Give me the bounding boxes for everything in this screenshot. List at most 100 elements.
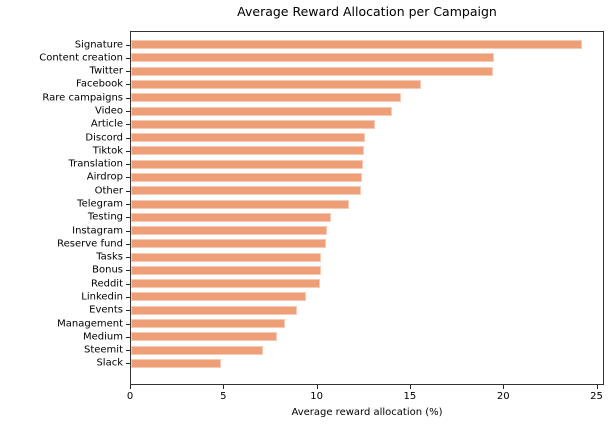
y-tick-mark <box>126 71 130 73</box>
y-tick-label: Testing <box>87 211 123 223</box>
bar <box>131 172 363 182</box>
bar <box>131 292 306 302</box>
y-tick-mark <box>126 57 130 59</box>
y-tick-mark <box>126 177 130 179</box>
bar-row: Tasks <box>96 251 603 264</box>
y-tick-mark <box>126 137 130 139</box>
x-tick-mark <box>130 385 131 389</box>
bar <box>131 159 364 169</box>
bar-row: Other <box>95 184 603 197</box>
y-tick-mark <box>126 111 130 113</box>
bar <box>131 106 393 116</box>
y-tick-label: Bonus <box>92 264 123 276</box>
y-tick-label: Tasks <box>96 251 123 263</box>
bar <box>131 212 331 222</box>
bar <box>131 119 376 129</box>
y-tick-label: Tiktok <box>92 145 123 157</box>
y-tick-label: Instagram <box>72 225 123 237</box>
bar-row: Steemit <box>84 343 603 356</box>
chart-title: Average Reward Allocation per Campaign <box>237 4 497 19</box>
x-tick-label: 10 <box>310 391 323 402</box>
bar <box>131 53 495 63</box>
x-tick-mark <box>596 385 598 389</box>
plot-area: Signature Content creation Twitter Facebook… <box>39 31 604 385</box>
y-tick-label: Facebook <box>76 78 123 90</box>
y-tick-label: Slack <box>96 357 123 369</box>
bar-row: Reddit <box>91 277 603 290</box>
y-tick-mark <box>126 350 130 352</box>
y-tick-mark <box>126 124 130 126</box>
y-tick-label: Reserve fund <box>57 238 123 250</box>
y-tick-label: Signature <box>74 39 123 51</box>
bar-row: Video <box>95 104 603 117</box>
y-tick-mark <box>126 217 130 219</box>
bar <box>131 133 366 143</box>
bar <box>131 93 402 103</box>
bar-row: Translation <box>69 158 603 171</box>
bar <box>131 199 350 209</box>
bar-row: Airdrop <box>87 171 603 184</box>
y-tick-mark <box>126 84 130 86</box>
bar <box>131 146 365 156</box>
y-tick-mark <box>126 270 130 272</box>
y-tick-label: Rare campaigns <box>42 92 123 104</box>
x-tick-label: 0 <box>126 391 134 402</box>
x-tick-label: 20 <box>496 391 510 402</box>
bar <box>131 305 298 315</box>
bar-row: Signature <box>75 38 603 51</box>
bar <box>131 66 494 76</box>
bar-row: Slack <box>96 357 603 370</box>
bar <box>131 239 327 249</box>
bar <box>131 265 321 275</box>
bar-row: Medium <box>83 330 603 343</box>
x-tick-mark <box>223 385 225 389</box>
x-axis-ticks: 0 5 10 15 20 25 <box>126 385 604 405</box>
bar <box>131 186 362 196</box>
y-tick-mark <box>126 283 130 285</box>
bar-row: Testing <box>88 211 603 224</box>
y-tick-label: Telegram <box>77 198 123 210</box>
x-tick-label: 25 <box>590 391 603 402</box>
y-tick-label: Reddit <box>90 278 123 290</box>
y-tick-mark <box>126 363 130 365</box>
bar-row: Events <box>89 304 603 317</box>
bar-row: Management <box>57 317 603 330</box>
y-tick-mark <box>126 97 130 99</box>
y-tick-label: Discord <box>85 132 123 144</box>
bar-row: Article <box>91 118 603 131</box>
y-tick-mark <box>126 190 130 192</box>
bar-row: Content creation <box>39 51 603 64</box>
bar <box>131 332 277 342</box>
x-axis-label: Average reward allocation (%) <box>291 407 443 418</box>
bar-rows: Signature Content creation Twitter Facebook… <box>39 32 603 384</box>
bar <box>131 345 263 355</box>
y-tick-mark <box>126 257 130 259</box>
y-tick-label: Medium <box>83 331 123 343</box>
bar-row: Telegram <box>77 197 603 210</box>
y-tick-mark <box>126 44 130 46</box>
y-tick-mark <box>126 204 130 206</box>
y-tick-label: Twitter <box>89 65 123 77</box>
bar-row: Linkedin <box>81 290 603 303</box>
x-tick-mark <box>316 385 318 389</box>
x-tick-mark <box>503 385 505 389</box>
y-tick-mark <box>126 230 130 232</box>
x-tick-mark <box>409 385 411 389</box>
y-tick-label: Airdrop <box>86 171 123 183</box>
bar <box>131 79 421 89</box>
y-tick-mark <box>126 296 130 298</box>
y-tick-label: Steemit <box>83 344 123 356</box>
bar <box>131 252 322 262</box>
y-tick-mark <box>126 164 130 166</box>
y-tick-label: Management <box>57 318 123 330</box>
bar-row: Instagram <box>72 224 603 237</box>
x-tick-label: 15 <box>403 391 417 402</box>
bar <box>131 358 222 368</box>
bar <box>131 319 286 329</box>
y-tick-mark <box>126 323 130 325</box>
bar-row: Reserve fund <box>57 237 603 250</box>
bar <box>131 40 582 50</box>
y-tick-label: Article <box>90 118 123 130</box>
bar-row: Tiktok <box>93 144 603 157</box>
